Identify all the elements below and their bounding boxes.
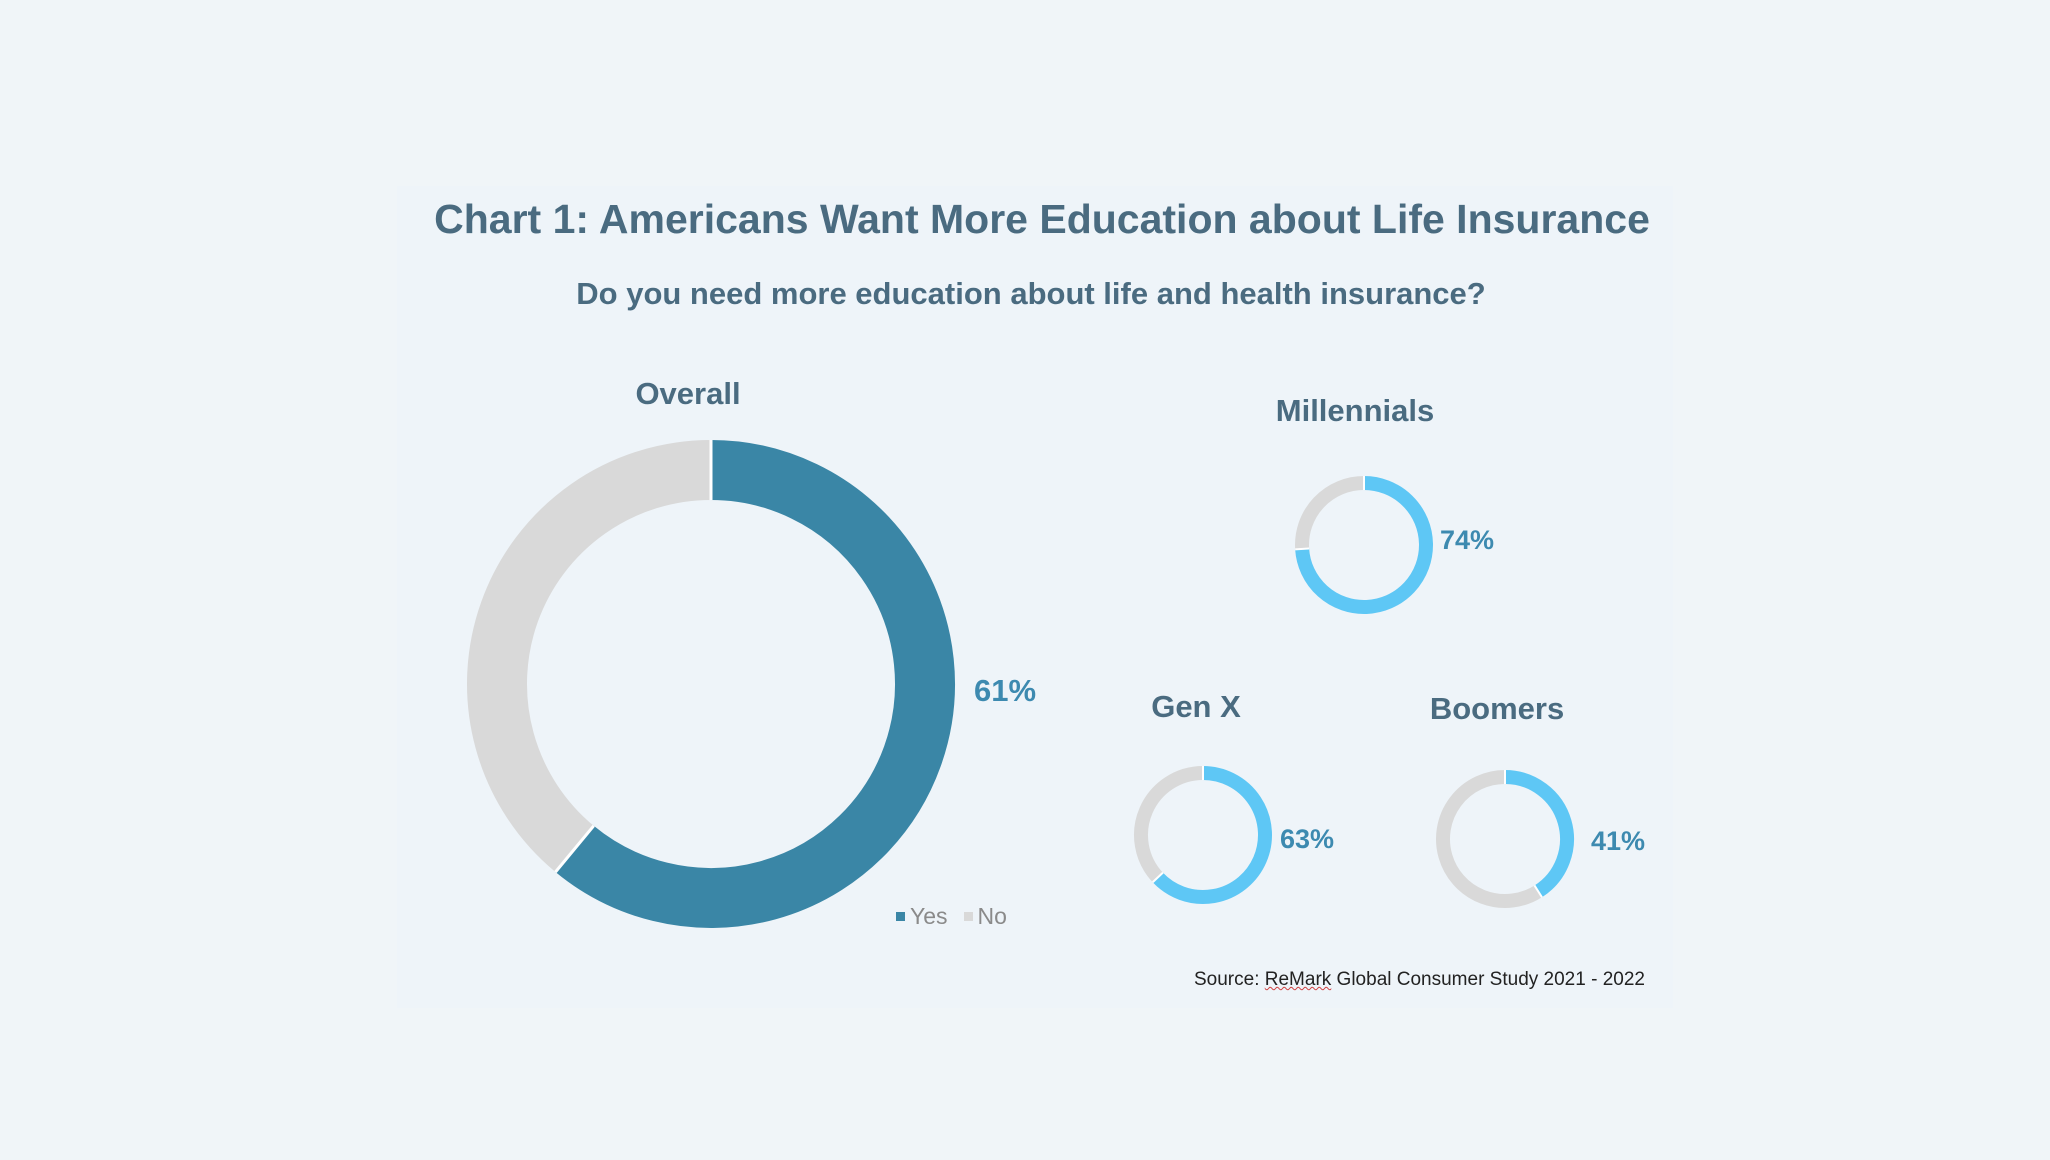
donut-millennials-separator-1 xyxy=(1295,547,1310,551)
ring-title-millennials: Millennials xyxy=(1275,393,1435,428)
donut-genx-no xyxy=(1134,766,1204,883)
ring-title-overall: Overall xyxy=(635,376,741,411)
donut-genx-yes xyxy=(1152,766,1272,904)
donut-overall-no xyxy=(467,440,712,872)
data-label-genx: 63% xyxy=(1280,824,1335,854)
data-label-boomers: 41% xyxy=(1591,826,1646,856)
donut-overall-yes xyxy=(555,440,955,928)
legend-swatch-no xyxy=(963,912,973,921)
legend-swatch-yes xyxy=(896,912,905,921)
source-prefix: Source: xyxy=(1194,969,1265,990)
donut-boomers-yes xyxy=(1504,770,1574,898)
legend-label-no: No xyxy=(977,903,1007,929)
donut-genx-separator-1 xyxy=(1152,871,1164,883)
donut-boomers-separator-1 xyxy=(1533,884,1543,898)
donut-millennials-yes xyxy=(1295,476,1433,614)
donut-boomers-no xyxy=(1436,770,1542,908)
ring-title-boomers: Boomers xyxy=(1429,691,1565,726)
data-label-overall: 61% xyxy=(974,673,1037,708)
legend-label-yes: Yes xyxy=(910,903,948,929)
donut-overall-separator-1 xyxy=(554,824,595,873)
source-note: Source: ReMark Global Consumer Study 202… xyxy=(1194,969,1645,991)
source-brand: ReMark xyxy=(1264,969,1332,990)
chart-title: Chart 1: Americans Want More Education a… xyxy=(434,196,1650,242)
ring-title-genx: Gen X xyxy=(1151,689,1241,724)
donut-millennials-no xyxy=(1295,476,1365,550)
chart-subtitle: Do you need more education about life an… xyxy=(576,276,1486,311)
source-suffix: Global Consumer Study 2021 - 2022 xyxy=(1331,969,1645,990)
legend: Yes No xyxy=(896,903,1007,930)
data-label-millennials: 74% xyxy=(1440,525,1495,555)
